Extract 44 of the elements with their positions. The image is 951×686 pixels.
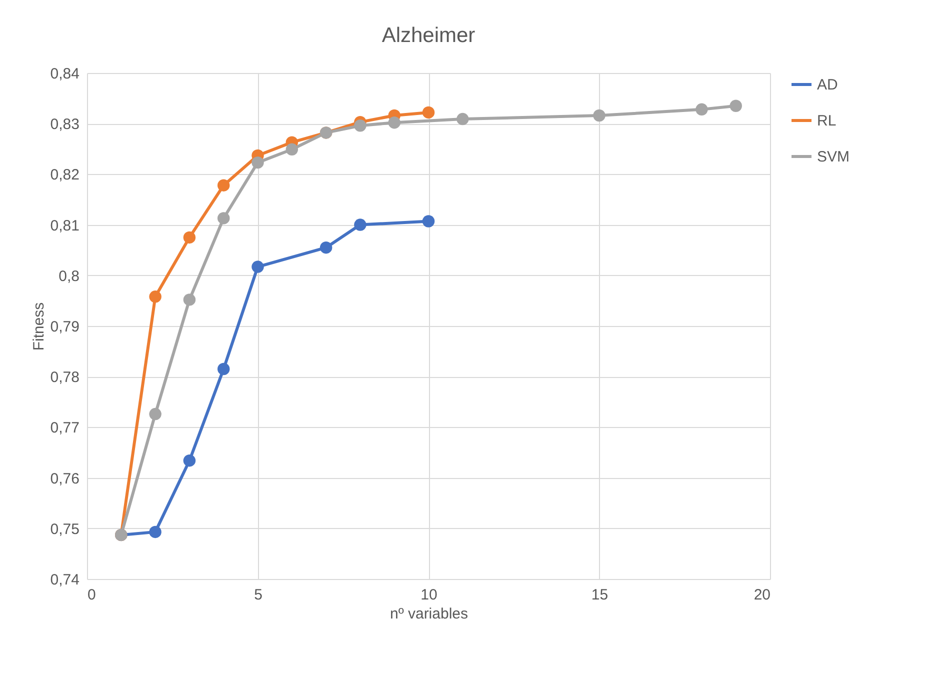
point	[183, 231, 196, 244]
x-tick-label: 10	[420, 586, 438, 604]
point	[252, 260, 264, 273]
legend-label: AD	[817, 76, 838, 94]
y-tick-label: 0,81	[50, 217, 80, 234]
y-axis-title: Fitness	[30, 302, 48, 351]
y-tick-label: 0,78	[50, 369, 80, 386]
y-tick-label: 0,76	[50, 470, 80, 488]
point	[252, 156, 264, 169]
y-tick-label: 0,74	[50, 572, 80, 588]
point	[217, 212, 230, 224]
point	[217, 362, 230, 376]
y-tick-label: 0,8	[58, 268, 80, 285]
y-tick-label: 0,82	[50, 166, 80, 184]
point	[217, 179, 230, 192]
point	[422, 215, 435, 228]
point	[730, 100, 742, 112]
point	[183, 294, 196, 306]
point	[422, 106, 435, 119]
x-tick-label: 0	[88, 586, 96, 604]
point	[354, 218, 366, 231]
x-axis-title: nº variables	[390, 606, 468, 622]
point	[593, 109, 606, 122]
y-tick-label: 0,79	[50, 318, 80, 336]
y-tick-label: 0,83	[50, 116, 80, 134]
x-tick-label: 15	[591, 586, 608, 604]
x-tick-label: 20	[754, 586, 770, 604]
point	[456, 112, 469, 126]
y-tick-label: 0,77	[50, 420, 80, 437]
y-tick-label: 0,84	[50, 66, 80, 82]
legend-label: SVM	[817, 148, 850, 166]
y-tick-label: 0,75	[50, 520, 80, 538]
point	[286, 143, 298, 156]
point	[696, 103, 708, 116]
legend-label: RL	[817, 112, 836, 130]
point	[149, 290, 162, 303]
x-tick-label: 5	[254, 586, 262, 604]
point	[149, 526, 162, 538]
chart-title: Alzheimer	[382, 24, 476, 47]
point	[183, 454, 196, 467]
point	[354, 120, 366, 132]
point	[388, 116, 400, 129]
point	[320, 241, 332, 254]
point	[149, 408, 162, 420]
